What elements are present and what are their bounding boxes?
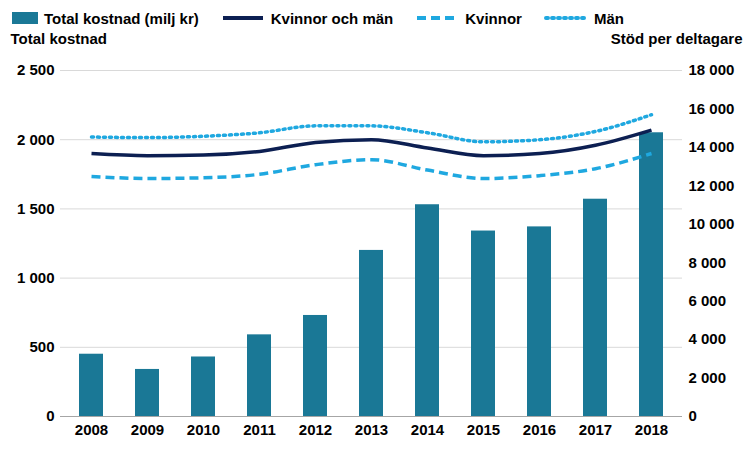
svg-text:2014: 2014 — [411, 421, 445, 438]
svg-text:2015: 2015 — [467, 421, 500, 438]
svg-text:2013: 2013 — [355, 421, 388, 438]
svg-text:14 000: 14 000 — [689, 138, 735, 155]
html-text:Kvinnor och män: Kvinnor och män — [270, 9, 394, 27]
svg-text:1 000: 1 000 — [17, 269, 55, 286]
svg-text:1 500: 1 500 — [17, 200, 55, 217]
svg-text:4 000: 4 000 — [689, 330, 727, 347]
svg-text:2 000: 2 000 — [689, 369, 727, 386]
svg-text:2 500: 2 500 — [17, 61, 55, 78]
svg-text:0: 0 — [689, 407, 697, 424]
svg-text:2018: 2018 — [635, 421, 668, 438]
svg-text:2012: 2012 — [299, 421, 332, 438]
svg-text:2017: 2017 — [579, 421, 612, 438]
svg-text:Total kostnad: Total kostnad — [11, 30, 107, 47]
svg-text:2010: 2010 — [187, 421, 220, 438]
html-text:Total kostnad (milj kr): Total kostnad (milj kr) — [44, 9, 199, 27]
svg-text:8 000: 8 000 — [689, 254, 727, 271]
svg-text:2011: 2011 — [243, 421, 276, 438]
svg-text:2016: 2016 — [523, 421, 556, 438]
svg-text:10 000: 10 000 — [689, 215, 735, 232]
svg-text:2009: 2009 — [131, 421, 164, 438]
svg-text:6 000: 6 000 — [689, 292, 727, 309]
svg-text:2 000: 2 000 — [17, 131, 55, 148]
svg-text:12 000: 12 000 — [689, 177, 735, 194]
svg-text:0: 0 — [46, 407, 54, 424]
html-text:Män: Män — [593, 9, 624, 27]
svg-text:2008: 2008 — [75, 421, 108, 438]
html-text:Kvinnor: Kvinnor — [465, 9, 522, 27]
svg-text:500: 500 — [29, 338, 54, 355]
svg-text:18 000: 18 000 — [689, 61, 735, 78]
svg-text:Stöd per deltagare: Stöd per deltagare — [611, 30, 743, 47]
svg-text:16 000: 16 000 — [689, 100, 735, 117]
